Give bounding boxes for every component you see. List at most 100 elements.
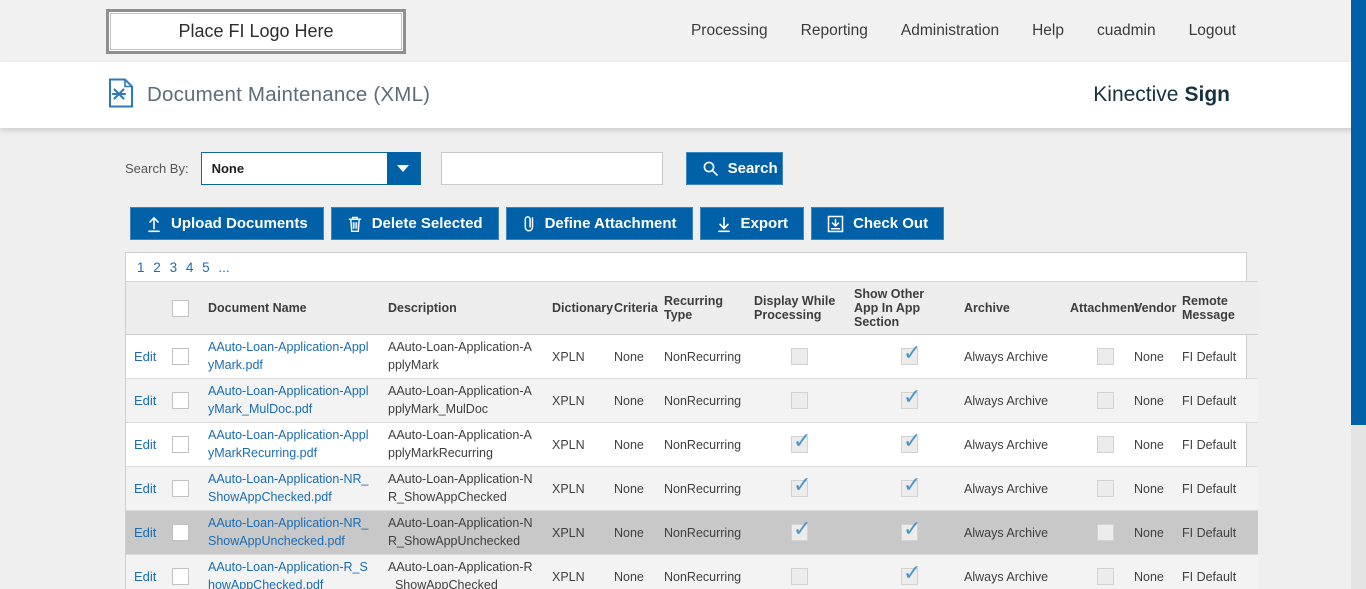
define-attachment-button[interactable]: Define Attachment xyxy=(505,207,693,240)
row-select-checkbox[interactable] xyxy=(172,480,189,497)
attachment-checkbox[interactable] xyxy=(1097,436,1114,453)
row-select-checkbox[interactable] xyxy=(172,348,189,365)
show-other-app-checkbox[interactable] xyxy=(901,472,921,498)
row-select-checkbox[interactable] xyxy=(172,524,189,541)
edit-cell: Edit xyxy=(126,466,164,511)
document-name-link[interactable]: AAuto-Loan-Application-ApplyMark_MulDoc.… xyxy=(208,384,369,416)
document-name-link[interactable]: AAuto-Loan-Application-R_ShowAppChecked.… xyxy=(208,560,368,589)
search-by-dropdown[interactable]: None xyxy=(200,152,421,185)
select-cell xyxy=(164,466,200,511)
xml-document-icon xyxy=(108,78,134,113)
edit-link[interactable]: Edit xyxy=(134,393,157,408)
edit-link[interactable]: Edit xyxy=(134,437,157,452)
display-while-processing-checkbox[interactable] xyxy=(791,392,808,409)
table-row: Edit AAuto-Loan-Application-NR_ShowAppUn… xyxy=(126,510,1258,555)
description-text: AAuto-Loan-Application-ApplyMarkRecurrin… xyxy=(388,428,532,460)
remote-message-cell: FI Default xyxy=(1174,422,1258,467)
attachment-cell xyxy=(1062,554,1126,589)
edit-link[interactable]: Edit xyxy=(134,569,157,584)
archive-cell: Always Archive xyxy=(956,466,1062,511)
archive-cell: Always Archive xyxy=(956,554,1062,589)
display-while-processing-cell xyxy=(746,466,846,511)
check-out-label: Check Out xyxy=(853,215,929,232)
page-link-4[interactable]: 4 xyxy=(185,260,194,275)
checkout-document-icon xyxy=(827,215,844,233)
document-name-link[interactable]: AAuto-Loan-Application-ApplyMark.pdf xyxy=(208,340,369,372)
export-button[interactable]: Export xyxy=(699,207,805,240)
show-other-app-checkbox[interactable] xyxy=(901,428,921,454)
vertical-scrollbar[interactable] xyxy=(1351,0,1366,589)
scrollbar-thumb[interactable] xyxy=(1351,0,1366,425)
document-name-link[interactable]: AAuto-Loan-Application-NR_ShowAppChecked… xyxy=(208,472,369,504)
description-text: AAuto-Loan-Application-ApplyMark xyxy=(388,340,532,372)
document-name-link[interactable]: AAuto-Loan-Application-ApplyMarkRecurrin… xyxy=(208,428,369,460)
row-select-checkbox[interactable] xyxy=(172,392,189,409)
edit-link[interactable]: Edit xyxy=(134,525,157,540)
document-name-cell: AAuto-Loan-Application-NR_ShowAppUncheck… xyxy=(200,510,380,555)
attachment-checkbox[interactable] xyxy=(1097,568,1114,585)
select-all-checkbox[interactable] xyxy=(172,299,189,317)
page-link-3[interactable]: 3 xyxy=(169,260,178,275)
toolbar: Upload Documents Delete Selected Define … xyxy=(125,207,1366,240)
nav-item-help[interactable]: Help xyxy=(1032,22,1064,39)
attachment-checkbox[interactable] xyxy=(1097,480,1114,497)
nav-item-administration[interactable]: Administration xyxy=(900,22,1000,39)
show-other-app-checkbox[interactable] xyxy=(901,560,921,586)
display-while-processing-checkbox[interactable] xyxy=(791,348,808,365)
upload-documents-button[interactable]: Upload Documents xyxy=(130,207,324,240)
check-out-button[interactable]: Check Out xyxy=(811,207,945,240)
description-cell: AAuto-Loan-Application-ApplyMark xyxy=(380,334,544,379)
page-link-2[interactable]: 2 xyxy=(153,260,161,275)
display-while-processing-checkbox[interactable] xyxy=(791,472,811,498)
edit-cell: Edit xyxy=(126,422,164,467)
document-name-link[interactable]: AAuto-Loan-Application-NR_ShowAppUncheck… xyxy=(208,516,369,548)
description-text: AAuto-Loan-Application-ApplyMark_MulDoc xyxy=(388,384,532,416)
search-button[interactable]: Search xyxy=(685,152,783,185)
document-name-cell: AAuto-Loan-Application-R_ShowAppChecked.… xyxy=(200,554,380,589)
show-other-app-checkbox[interactable] xyxy=(901,384,921,410)
edit-link[interactable]: Edit xyxy=(134,349,157,364)
page-link-ellipsis[interactable]: ... xyxy=(218,260,230,275)
edit-link[interactable]: Edit xyxy=(134,481,157,496)
row-select-checkbox[interactable] xyxy=(172,568,189,585)
brand-product: Sign xyxy=(1184,83,1231,106)
attachment-checkbox[interactable] xyxy=(1097,524,1114,541)
header-document-name: Document Name xyxy=(200,281,380,335)
vendor-cell: None xyxy=(1126,466,1174,511)
documents-table: Document Name Description Dictionary Cri… xyxy=(126,281,1258,589)
dictionary-cell: XPLN xyxy=(544,378,606,423)
page-link-5[interactable]: 5 xyxy=(202,260,210,275)
attachment-checkbox[interactable] xyxy=(1097,348,1114,365)
dictionary-cell: XPLN xyxy=(544,510,606,555)
select-cell xyxy=(164,422,200,467)
display-while-processing-checkbox[interactable] xyxy=(791,516,811,542)
page-link-1[interactable]: 1 xyxy=(137,260,145,275)
archive-cell: Always Archive xyxy=(956,378,1062,423)
nav-item-cuadmin[interactable]: cuadmin xyxy=(1096,22,1156,39)
show-other-app-cell xyxy=(846,554,956,589)
search-input[interactable] xyxy=(440,152,663,185)
attachment-checkbox[interactable] xyxy=(1097,392,1114,409)
header-vendor: Vendor xyxy=(1126,281,1176,335)
description-text: AAuto-Loan-Application-NR_ShowAppUncheck… xyxy=(388,516,533,548)
row-select-checkbox[interactable] xyxy=(172,436,189,453)
description-text: AAuto-Loan-Application-NR_ShowAppChecked xyxy=(388,472,533,504)
nav-item-processing[interactable]: Processing xyxy=(690,22,768,39)
kinective-sign-logo: Kinective Sign xyxy=(1093,62,1230,128)
show-other-app-checkbox[interactable] xyxy=(901,516,921,542)
display-while-processing-checkbox[interactable] xyxy=(791,428,811,454)
show-other-app-checkbox[interactable] xyxy=(901,340,921,366)
select-cell xyxy=(164,554,200,589)
vendor-cell: None xyxy=(1126,378,1174,423)
display-while-processing-checkbox[interactable] xyxy=(791,568,808,585)
nav-item-logout[interactable]: Logout xyxy=(1188,22,1236,39)
nav-item-reporting[interactable]: Reporting xyxy=(800,22,868,39)
dropdown-button[interactable] xyxy=(386,152,420,185)
delete-selected-button[interactable]: Delete Selected xyxy=(330,207,499,240)
display-while-processing-cell xyxy=(746,422,846,467)
show-other-app-cell xyxy=(846,422,956,467)
header-dictionary: Dictionary xyxy=(544,281,613,335)
header-remote-message: Remote Message xyxy=(1174,281,1258,335)
delete-selected-label: Delete Selected xyxy=(371,215,483,232)
recurring-type-cell: NonRecurring xyxy=(656,378,746,423)
